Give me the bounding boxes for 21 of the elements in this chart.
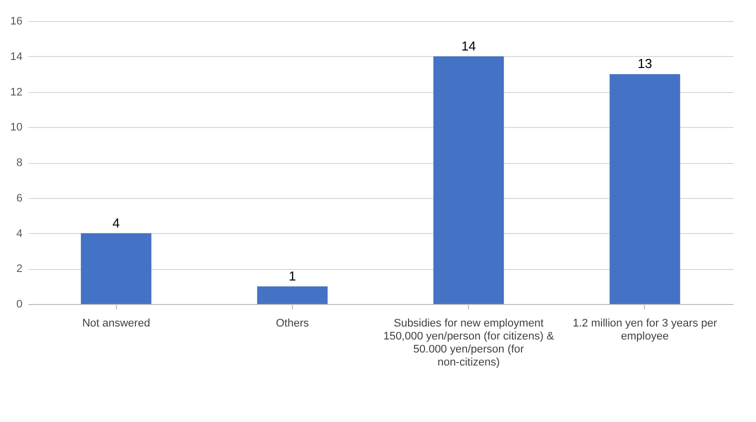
y-tick-label: 8 <box>16 157 22 169</box>
y-tick-label: 10 <box>10 122 22 134</box>
x-tick-label: Not answered <box>82 318 150 330</box>
data-label: 14 <box>461 38 476 54</box>
bar <box>610 74 680 304</box>
y-tick-label: 6 <box>16 192 22 204</box>
y-tick-label: 4 <box>16 228 22 240</box>
x-tick-label: 1.2 million yen for 3 years per employee <box>572 318 718 342</box>
y-tick-label: 12 <box>10 86 22 98</box>
y-tick-label: 14 <box>10 50 22 63</box>
data-label: 13 <box>638 56 652 72</box>
x-tick-label: Others <box>276 318 310 330</box>
x-tick-label: Subsidies for new employment 150,000 yen/person (for citizens) & 50.000 yen/person (for non-citizens) <box>383 318 555 368</box>
bar <box>433 56 504 304</box>
y-tick-label: 16 <box>10 16 22 28</box>
y-tick-label: 0 <box>16 298 22 310</box>
data-label: 4 <box>112 215 120 230</box>
data-label: 1 <box>288 268 296 284</box>
bar <box>80 233 152 304</box>
bar <box>257 286 328 304</box>
y-tick-label: 2 <box>16 263 22 276</box>
